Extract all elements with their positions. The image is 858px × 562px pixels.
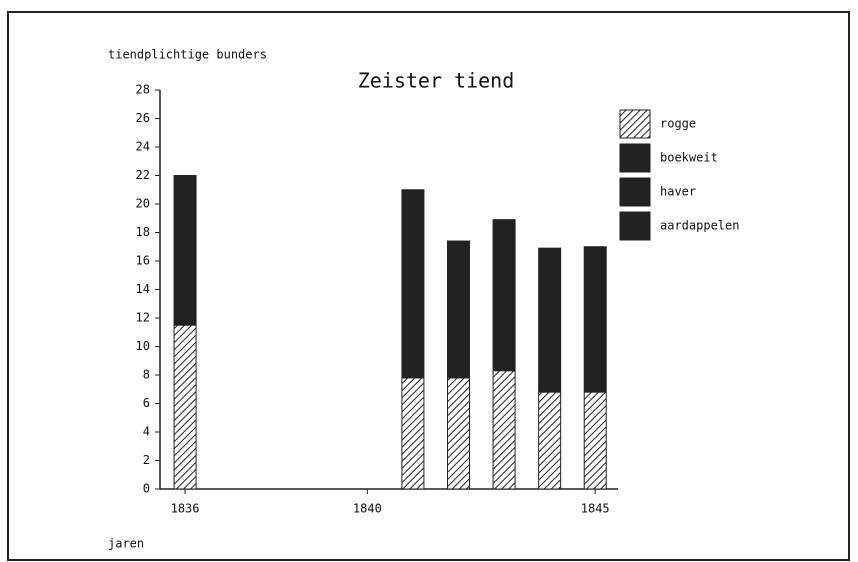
y-tick-label: 26 — [136, 111, 150, 125]
x-tick-label: 1836 — [171, 502, 200, 516]
y-tick-label: 4 — [143, 425, 150, 439]
legend-label: aardappelen — [660, 219, 739, 233]
bar-segment — [583, 391, 607, 490]
x-tick-label: 1840 — [353, 502, 382, 516]
legend-swatch — [619, 177, 651, 207]
bar-segment — [401, 377, 425, 490]
y-tick-label: 8 — [143, 368, 150, 382]
bar-segment — [401, 189, 425, 379]
bar-segment — [538, 391, 562, 490]
y-tick-label: 14 — [136, 282, 150, 296]
y-tick-label: 16 — [136, 254, 150, 268]
y-tick-label: 10 — [136, 339, 150, 353]
legend-swatch — [619, 109, 651, 139]
legend-label: rogge — [660, 117, 696, 131]
legend-swatch — [619, 211, 651, 241]
y-tick-label: 22 — [136, 168, 150, 182]
bar-segment — [492, 219, 516, 372]
bar-segment — [173, 324, 197, 490]
legend-swatch — [619, 143, 651, 173]
legend-label: haver — [660, 185, 696, 199]
y-tick-label: 6 — [143, 396, 150, 410]
y-tick-label: 0 — [143, 482, 150, 496]
legend-label: boekweit — [660, 151, 718, 165]
bar-segment — [173, 175, 197, 326]
y-tick-label: 28 — [136, 83, 150, 97]
x-tick-label: 1845 — [581, 502, 610, 516]
y-tick-label: 20 — [136, 197, 150, 211]
y-axis-label: tiendplichtige bunders — [108, 48, 267, 62]
bar-segment — [583, 246, 607, 393]
bar-segment — [446, 377, 470, 490]
y-tick-label: 12 — [136, 311, 150, 325]
chart-title: Zeister tiend — [358, 69, 515, 93]
bar-segment — [538, 247, 562, 393]
bar-segment — [492, 370, 516, 490]
y-tick-label: 24 — [136, 140, 150, 154]
x-axis-label: jaren — [108, 537, 144, 551]
y-tick-label: 18 — [136, 225, 150, 239]
frame — [7, 11, 850, 561]
y-tick-label: 2 — [143, 453, 150, 467]
bar-segment — [446, 240, 470, 379]
